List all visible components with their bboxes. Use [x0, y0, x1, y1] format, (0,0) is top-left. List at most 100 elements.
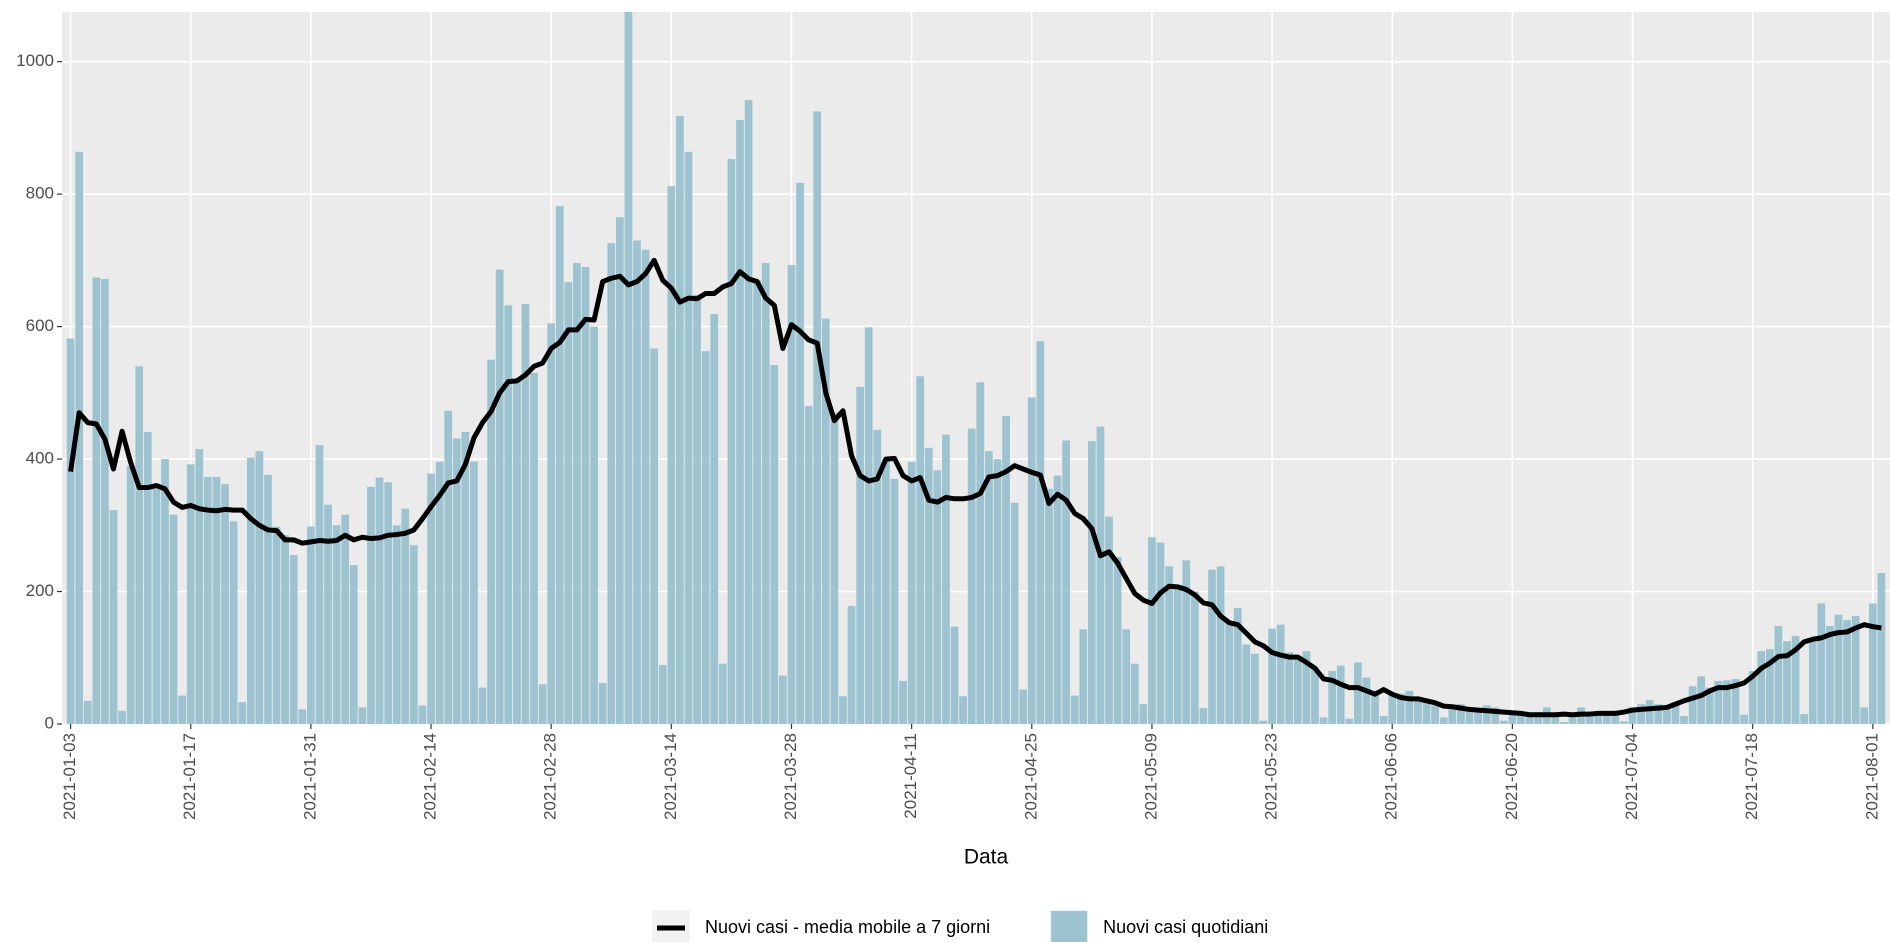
bar	[1508, 712, 1517, 724]
bar	[710, 314, 719, 724]
x-tick-label: 2021-04-11	[901, 733, 920, 819]
y-tick-label: 0	[45, 713, 54, 732]
bar	[246, 457, 255, 724]
y-tick-label: 200	[26, 581, 54, 600]
bar	[950, 626, 959, 724]
x-tick-label: 2021-03-14	[661, 733, 680, 820]
bar	[1551, 714, 1560, 724]
x-axis-title: Data	[964, 846, 1009, 869]
bar	[1173, 584, 1182, 724]
bar	[676, 115, 684, 724]
bar	[204, 476, 212, 724]
bar	[1062, 440, 1070, 724]
bar	[1808, 639, 1817, 724]
y-tick-label: 1000	[16, 51, 54, 70]
bar	[581, 266, 590, 724]
bar	[1388, 694, 1397, 724]
bar	[907, 461, 916, 724]
bar	[255, 451, 264, 724]
bar	[1156, 542, 1165, 724]
bar	[1697, 676, 1706, 724]
bar	[1405, 690, 1414, 724]
bar	[375, 477, 384, 724]
bar	[985, 451, 993, 724]
x-tick-label: 2021-08-01	[1862, 733, 1881, 820]
x-tick-label: 2021-07-04	[1622, 733, 1641, 820]
bar	[933, 470, 942, 724]
bar	[401, 508, 410, 724]
bar	[736, 119, 744, 724]
bar	[693, 294, 701, 724]
bar	[573, 263, 581, 724]
bar	[1671, 702, 1680, 724]
y-tick-label: 600	[26, 316, 54, 335]
bar	[1105, 516, 1113, 724]
bar	[1491, 707, 1500, 724]
bar	[1499, 720, 1508, 724]
legend-text: Nuovi casi quotidiani	[1103, 917, 1268, 937]
bar	[315, 445, 324, 724]
bar	[727, 159, 736, 724]
bar	[1242, 644, 1251, 724]
bar	[1130, 663, 1139, 724]
bar	[238, 702, 247, 724]
bar	[1036, 341, 1045, 724]
bar	[1851, 616, 1860, 724]
bar	[435, 461, 444, 724]
bar	[1362, 677, 1371, 724]
x-tick-label: 2021-06-06	[1382, 733, 1401, 820]
bar	[761, 263, 770, 724]
bar	[1439, 717, 1448, 724]
bar	[1602, 713, 1611, 724]
bar	[993, 459, 1002, 724]
bar	[264, 474, 272, 724]
bar	[92, 277, 101, 724]
bar	[1637, 704, 1645, 724]
bar	[564, 282, 573, 724]
bar	[1379, 716, 1388, 724]
bar	[1259, 720, 1268, 724]
bar	[1448, 706, 1457, 724]
bar	[1757, 651, 1766, 724]
bar	[1311, 667, 1319, 724]
y-tick-label: 400	[26, 449, 54, 468]
bar	[658, 665, 667, 724]
bar	[1860, 707, 1869, 724]
bar	[744, 100, 753, 724]
bar	[753, 280, 762, 724]
bar	[452, 438, 461, 724]
bar	[1834, 614, 1843, 724]
bar	[684, 151, 693, 724]
bar	[289, 555, 298, 724]
bar	[307, 526, 315, 724]
bar	[1096, 426, 1105, 724]
bar	[1422, 698, 1431, 724]
bar	[1826, 625, 1834, 724]
bar	[332, 525, 341, 724]
bar	[701, 351, 710, 724]
bar	[169, 514, 178, 724]
legend-item: Nuovi casi - media mobile a 7 giorni	[652, 910, 990, 942]
bar	[1765, 649, 1774, 724]
bar	[1663, 705, 1671, 724]
bar	[1293, 657, 1302, 724]
bar	[1070, 695, 1079, 724]
bar	[633, 240, 641, 724]
bar	[615, 217, 624, 724]
bar	[1748, 671, 1757, 724]
bar	[1190, 591, 1199, 724]
bar	[1336, 665, 1345, 724]
bar	[195, 449, 204, 724]
bar	[1800, 714, 1809, 724]
bar	[779, 675, 787, 724]
bar	[272, 526, 281, 724]
bar	[1371, 690, 1379, 724]
x-tick-label: 2021-04-25	[1021, 733, 1040, 820]
bar	[1843, 620, 1851, 724]
bar	[135, 366, 144, 724]
x-tick-label: 2021-03-28	[781, 733, 800, 820]
bar	[1165, 566, 1173, 724]
x-tick-label: 2021-06-20	[1502, 733, 1521, 820]
bar	[66, 338, 75, 724]
bar	[1285, 652, 1294, 724]
